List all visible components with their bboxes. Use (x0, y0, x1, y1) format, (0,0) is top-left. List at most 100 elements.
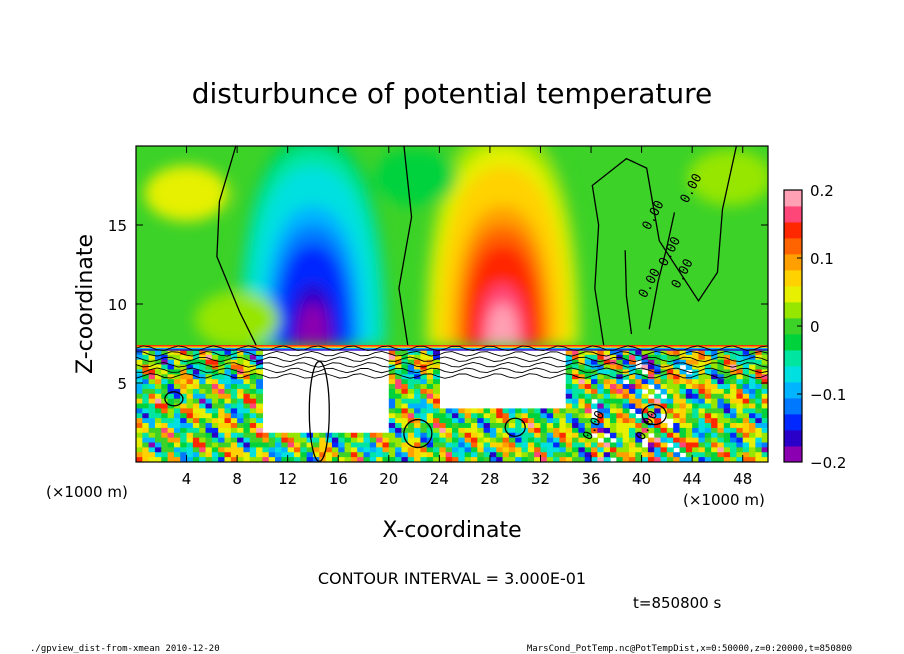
lower-cell (211, 369, 219, 375)
lower-cell (420, 374, 428, 380)
lower-cell (692, 447, 700, 453)
lower-cell (382, 442, 390, 448)
lower-cell (433, 423, 440, 429)
x-tick-label: 12 (278, 470, 297, 488)
lower-cell (224, 403, 232, 410)
lower-cell (660, 384, 668, 390)
lower-cell (249, 423, 257, 429)
lower-cell (230, 408, 238, 414)
lower-cell (458, 418, 466, 424)
lower-cell (647, 398, 655, 405)
lower-cell (515, 408, 523, 414)
lower-cell (205, 413, 213, 419)
lower-cell (161, 403, 169, 410)
lower-cell (369, 452, 377, 458)
lower-cell (154, 418, 162, 424)
x-tick-label: 8 (232, 470, 242, 488)
footer-right: MarsCond_PotTemp.nc@PotTempDist,x=0:5000… (527, 644, 852, 654)
lower-cell (325, 437, 333, 444)
lower-cell (723, 388, 731, 395)
lower-cell (205, 403, 213, 410)
lower-cell (388, 354, 396, 361)
lower-cell (211, 427, 219, 434)
lower-cell (319, 447, 327, 453)
lower-cell (692, 452, 700, 458)
lower-cell (692, 423, 700, 429)
lower-cell (148, 369, 156, 375)
lower-cell (331, 432, 339, 439)
lower-cell (685, 379, 693, 385)
lower-cell (192, 418, 200, 424)
lower-cell (761, 393, 768, 400)
lower-cell (142, 418, 150, 424)
lower-cell (635, 437, 643, 444)
lower-cell (673, 388, 681, 395)
lower-cell (622, 437, 630, 444)
lower-cell (553, 437, 561, 444)
lower-cell (572, 452, 579, 458)
lower-cell (186, 423, 194, 429)
lower-cell (287, 432, 295, 439)
lower-cell (723, 442, 731, 448)
lower-cell (660, 442, 668, 448)
lower-cell (395, 403, 403, 410)
lower-cell (136, 384, 143, 390)
lower-cell (591, 418, 598, 424)
lower-cell (154, 398, 162, 405)
lower-cell (603, 437, 611, 444)
lower-cell (692, 364, 700, 371)
lower-cell (666, 413, 674, 419)
lower-cell (433, 379, 440, 385)
lower-cell (173, 427, 181, 434)
lower-cell (572, 398, 579, 405)
lower-cell (249, 413, 257, 419)
lower-cell (736, 413, 744, 419)
lower-cell (350, 432, 358, 439)
lower-cell (268, 432, 276, 439)
lower-cell (426, 398, 434, 405)
lower-cell (565, 354, 573, 361)
lower-cell (148, 442, 156, 448)
lower-cell (243, 359, 251, 366)
lower-cell (148, 384, 156, 390)
lower-cell (591, 354, 598, 361)
lower-cell (489, 413, 497, 419)
lower-cell (704, 403, 712, 410)
lower-cell (414, 349, 421, 356)
lower-cell (211, 379, 219, 385)
lower-cell (692, 418, 700, 424)
lower-cell (559, 408, 567, 414)
lower-cell (407, 437, 415, 444)
lower-cell (654, 384, 662, 390)
lower-cell (679, 393, 687, 400)
lower-cell (136, 354, 143, 361)
lower-cell (698, 349, 706, 356)
lower-cell (224, 432, 232, 439)
lower-cell (622, 354, 630, 361)
lower-cell (350, 452, 358, 458)
lower-cell (458, 447, 466, 453)
interface-contour (136, 350, 768, 357)
lower-cell (154, 374, 162, 380)
lower-cell (679, 388, 687, 395)
lower-cell (439, 437, 447, 444)
lower-cell (717, 432, 725, 439)
lower-cell (173, 432, 181, 439)
lower-cell (502, 413, 510, 419)
lower-cell (489, 447, 497, 453)
lower-cell (211, 384, 219, 390)
lower-cell (306, 452, 314, 458)
lower-cell (395, 384, 403, 390)
lower-cell (439, 447, 447, 453)
lower-cell (224, 388, 232, 395)
lower-cell (470, 457, 478, 462)
lower-cell (407, 379, 415, 385)
lower-cell (742, 374, 750, 380)
interface-stripe (136, 347, 768, 350)
lower-cell (641, 364, 649, 371)
lower-cell (420, 452, 428, 458)
lower-cell (698, 437, 706, 444)
lower-cell (211, 359, 219, 366)
lower-cell (711, 379, 719, 385)
lower-cell (591, 364, 598, 371)
